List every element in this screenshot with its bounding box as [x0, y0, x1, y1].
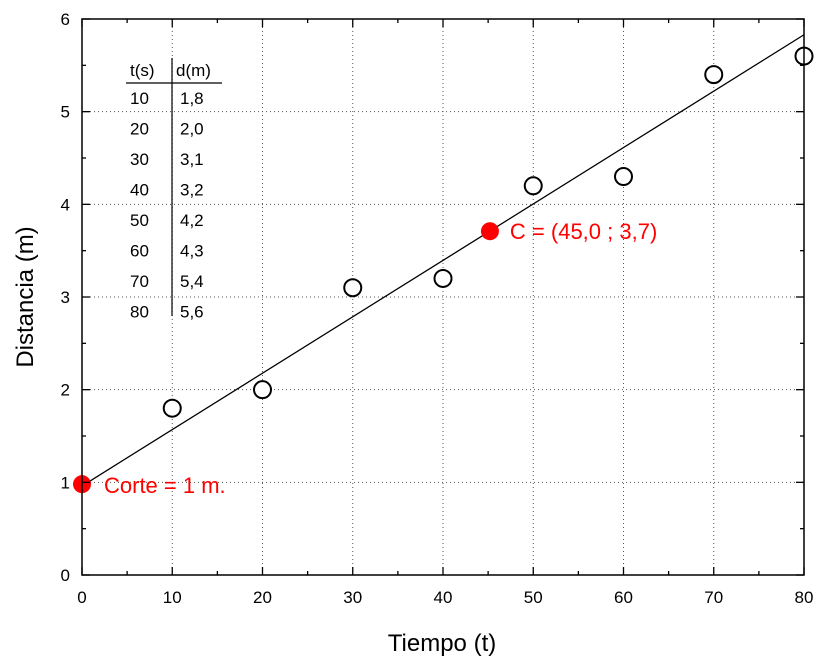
x-tick-label: 30 [343, 588, 362, 607]
table-cell-t: 60 [130, 242, 149, 261]
table-cell-d: 5,6 [180, 303, 204, 322]
x-tick-label: 60 [614, 588, 633, 607]
grid-lines [82, 19, 804, 575]
data-points [162, 46, 814, 418]
table-cell-d: 2,0 [180, 120, 204, 139]
table-cell-t: 80 [130, 303, 149, 322]
data-point [704, 65, 724, 85]
axis-titles: Tiempo (t) Distancia (m) [12, 226, 496, 657]
y-axis-title: Distancia (m) [12, 226, 39, 367]
y-tick-label: 1 [61, 473, 70, 492]
y-tick-label: 0 [61, 566, 70, 585]
x-tick-label: 10 [163, 588, 182, 607]
x-tick-label: 20 [253, 588, 272, 607]
data-point [433, 268, 453, 288]
table-header-d: d(m) [176, 61, 211, 80]
x-tick-label: 40 [434, 588, 453, 607]
y-tick-label: 5 [61, 103, 70, 122]
table-cell-d: 4,3 [180, 242, 204, 261]
data-point [523, 176, 543, 196]
x-tick-label: 80 [795, 588, 814, 607]
x-axis-title: Tiempo (t) [388, 630, 496, 657]
table-cell-d: 3,1 [180, 150, 204, 169]
table-cell-t: 30 [130, 150, 149, 169]
table-cell-d: 3,2 [180, 181, 204, 200]
y-tick-label: 2 [61, 381, 70, 400]
x-tick-label: 70 [704, 588, 723, 607]
table-cell-t: 40 [130, 181, 149, 200]
x-tick-label: 50 [524, 588, 543, 607]
table-header-t: t(s) [130, 61, 155, 80]
table-cell-t: 10 [130, 89, 149, 108]
data-point [162, 398, 182, 418]
table-cell-t: 20 [130, 120, 149, 139]
intercept-label: Corte = 1 m. [104, 473, 226, 498]
centroid-point [480, 222, 499, 241]
fit-line [81, 34, 805, 487]
data-point [343, 278, 363, 298]
highlighted-points: Corte = 1 m. C = (45,0 ; 3,7) [73, 219, 657, 498]
fit-line-group [81, 34, 805, 487]
axes: 0 10 20 30 40 50 60 70 80 0 1 2 3 4 5 6 [61, 10, 814, 607]
y-tick-label: 4 [61, 195, 70, 214]
y-tick-label: 6 [61, 10, 70, 29]
x-tick-label: 0 [77, 588, 86, 607]
table-cell-t: 50 [130, 211, 149, 230]
y-tick-label: 3 [61, 288, 70, 307]
data-point [614, 167, 633, 187]
inset-table: t(s) d(m) 10 1,8 20 2,0 30 3,1 40 3,2 50 4,2 60 4,3 70… [126, 58, 222, 322]
table-cell-d: 1,8 [180, 89, 204, 108]
table-cell-d: 4,2 [180, 211, 204, 230]
data-point [253, 380, 272, 400]
centroid-label: C = (45,0 ; 3,7) [510, 219, 657, 244]
table-cell-d: 5,4 [180, 272, 204, 291]
table-cell-t: 70 [130, 272, 149, 291]
